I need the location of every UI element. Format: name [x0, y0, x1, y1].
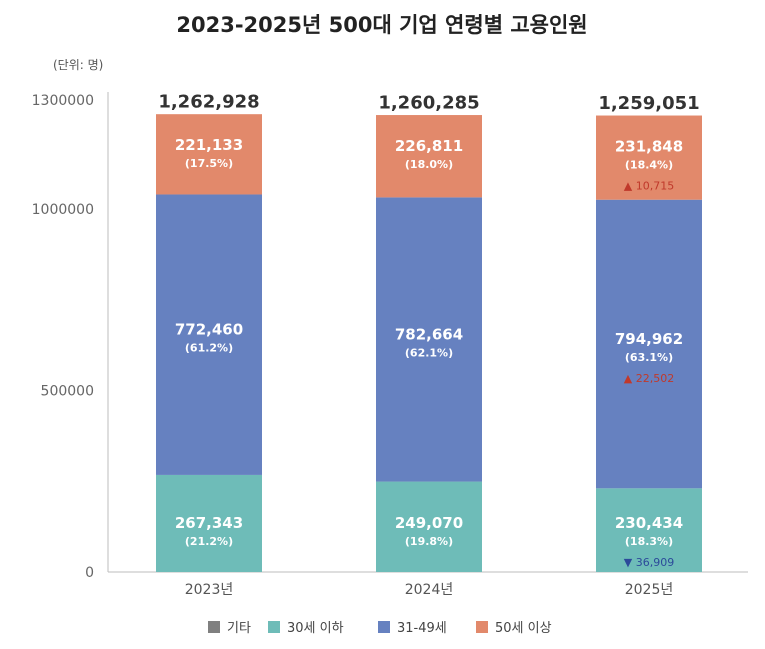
bar-segment [156, 194, 262, 475]
segment-value-label: 249,070 [395, 514, 463, 532]
delta-label: ▼ 36,909 [624, 556, 674, 569]
legend-label: 30세 이하 [287, 621, 344, 636]
y-tick-label: 500000 [41, 383, 94, 399]
legend-swatch [378, 621, 390, 633]
segment-percent-label: (61.2%) [185, 342, 233, 355]
y-tick-label: 1000000 [32, 202, 94, 218]
segment-percent-label: (63.1%) [625, 351, 673, 364]
bar-segment [376, 115, 482, 198]
bar-segment [376, 197, 482, 482]
bar-segment [156, 114, 262, 195]
segment-percent-label: (18.3%) [625, 535, 673, 548]
segment-percent-label: (18.0%) [405, 158, 453, 171]
bar-segment [596, 488, 702, 572]
segment-percent-label: (62.1%) [405, 346, 453, 359]
segment-percent-label: (21.2%) [185, 535, 233, 548]
segment-value-label: 231,848 [615, 138, 683, 156]
legend-swatch [208, 621, 220, 633]
delta-label: ▲ 10,715 [624, 180, 674, 193]
bar-segment [376, 481, 482, 572]
legend-label: 기타 [227, 621, 251, 636]
segment-value-label: 267,343 [175, 514, 243, 532]
segment-percent-label: (18.4%) [625, 159, 673, 172]
y-tick-label: 1300000 [32, 93, 94, 109]
segment-value-label: 230,434 [615, 514, 683, 532]
bar-total-label: 1,260,285 [378, 92, 479, 113]
legend-label: 50세 이상 [495, 621, 552, 636]
bars-layer [156, 114, 702, 572]
bar-segment [156, 474, 262, 572]
segment-value-label: 794,962 [615, 330, 683, 348]
bar-segment [596, 115, 702, 200]
legend-label: 31-49세 [397, 621, 447, 636]
unit-label: (단위: 명) [53, 58, 103, 72]
segment-value-label: 221,133 [175, 136, 243, 154]
bar-segment [596, 199, 702, 489]
bar-total-label: 1,262,928 [158, 91, 259, 112]
chart-title: 2023-2025년 500대 기업 연령별 고용인원 [176, 13, 587, 37]
legend-swatch [268, 621, 280, 633]
bar-total-label: 1,259,051 [598, 93, 699, 114]
segment-percent-label: (17.5%) [185, 157, 233, 170]
legend: 기타 30세 이하 31-49세 50세 이상 [208, 621, 552, 636]
segment-value-label: 226,811 [395, 137, 463, 155]
labels-layer: 267,343 (21.2%) 772,460 (61.2%) 221,133 (17.5… [158, 91, 699, 569]
x-tick-label: 2023년 [185, 582, 234, 598]
x-tick-label: 2025년 [625, 582, 674, 598]
y-tick-label: 0 [85, 565, 94, 581]
segment-value-label: 772,460 [175, 321, 243, 339]
legend-swatch [476, 621, 488, 633]
segment-percent-label: (19.8%) [405, 535, 453, 548]
delta-label: ▲ 22,502 [624, 372, 674, 385]
segment-value-label: 782,664 [395, 325, 463, 343]
x-tick-label: 2024년 [405, 582, 454, 598]
